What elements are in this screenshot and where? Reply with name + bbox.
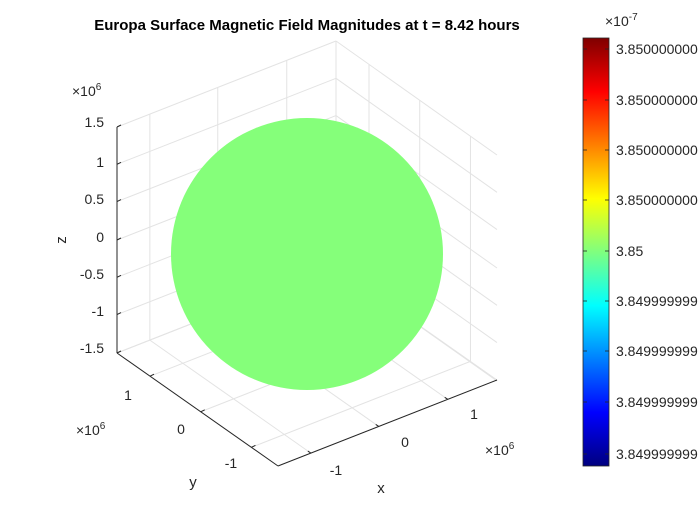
y-tick bbox=[200, 409, 205, 413]
colorbar bbox=[582, 37, 610, 467]
x-tick bbox=[444, 396, 449, 400]
y-axis-line bbox=[116, 352, 279, 467]
z-tick bbox=[116, 237, 122, 241]
y-tick bbox=[149, 373, 155, 377]
x-axis-line bbox=[277, 379, 498, 467]
y-tick-label: 0 bbox=[177, 421, 185, 437]
z-tick-label: -1 bbox=[92, 303, 105, 319]
x-tick bbox=[375, 424, 380, 427]
colorbar-tick-label: 3.849999999 bbox=[616, 293, 698, 309]
colorbar-tick-label: 3.849999999 bbox=[616, 394, 698, 410]
colorbar-tick-label: 3.85 bbox=[616, 243, 643, 259]
z-exponent: ×106 bbox=[72, 82, 102, 99]
x-exponent: ×106 bbox=[485, 441, 515, 458]
z-tick-label: -0.5 bbox=[80, 266, 104, 282]
z-tick bbox=[116, 124, 122, 128]
grid-line bbox=[251, 360, 471, 448]
axes-box bbox=[116, 124, 498, 467]
z-tick bbox=[116, 274, 122, 278]
z-tick-label: 0.5 bbox=[85, 191, 105, 207]
y-tick-label: -1 bbox=[225, 455, 238, 471]
z-axis-label: z bbox=[53, 236, 70, 244]
x-tick-label: 0 bbox=[401, 434, 409, 450]
grid-line bbox=[335, 40, 498, 156]
colorbar-tick-label: 3.849999999 bbox=[616, 446, 698, 462]
y-tick-labels: 1 0 -1 bbox=[124, 387, 237, 471]
y-tick bbox=[251, 444, 256, 448]
x-tick-label: 1 bbox=[470, 406, 478, 422]
z-tick bbox=[116, 312, 122, 316]
x-tick-labels: -1 0 1 bbox=[330, 406, 478, 478]
colorbar-tick-label: 3.850000000 bbox=[616, 92, 698, 108]
y-axis-label: y bbox=[189, 474, 197, 491]
y-tick-label: 1 bbox=[124, 387, 132, 403]
z-tick bbox=[116, 350, 122, 354]
colorbar-tick-label: 3.849999999 bbox=[616, 343, 698, 359]
colorbar-tick-label: 3.850000000 bbox=[616, 41, 698, 57]
z-tick bbox=[116, 199, 122, 203]
x-tick bbox=[307, 450, 312, 454]
chart-title: Europa Surface Magnetic Field Magnitudes… bbox=[94, 17, 520, 34]
colorbar-ticks bbox=[583, 48, 609, 455]
colorbar-tick-label: 3.850000000 bbox=[616, 192, 698, 208]
grid-line bbox=[335, 77, 498, 193]
colorbar-tick-labels: 3.850000000 3.850000000 3.850000000 3.85… bbox=[616, 41, 698, 462]
z-tick-labels: -1.5 -1 -0.5 0 0.5 1 1.5 bbox=[80, 114, 104, 356]
europa-sphere bbox=[171, 118, 443, 390]
z-tick-label: 1.5 bbox=[85, 114, 105, 130]
z-tick bbox=[116, 161, 122, 165]
x-axis-label: x bbox=[377, 480, 385, 497]
grid-line bbox=[116, 40, 337, 128]
z-tick-label: 1 bbox=[96, 154, 104, 170]
x-tick-label: -1 bbox=[330, 462, 343, 478]
grid-line bbox=[116, 77, 337, 165]
y-exponent: ×106 bbox=[76, 421, 106, 438]
z-tick-label: -1.5 bbox=[80, 340, 104, 356]
grid-line bbox=[149, 339, 312, 454]
z-tick-label: 0 bbox=[96, 229, 104, 245]
colorbar-tick-label: 3.850000000 bbox=[616, 142, 698, 158]
colorbar-exponent: ×10-7 bbox=[605, 12, 638, 29]
